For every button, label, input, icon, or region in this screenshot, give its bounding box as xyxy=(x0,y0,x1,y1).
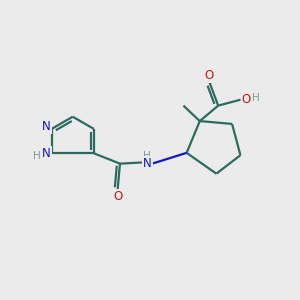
Text: N: N xyxy=(42,120,51,133)
Text: N: N xyxy=(143,157,152,170)
Text: H: H xyxy=(252,93,260,103)
Text: O: O xyxy=(113,190,122,203)
Text: H: H xyxy=(143,151,151,160)
Text: N: N xyxy=(42,147,51,160)
Text: H: H xyxy=(34,151,41,160)
Text: O: O xyxy=(242,93,251,106)
Text: O: O xyxy=(204,69,213,82)
